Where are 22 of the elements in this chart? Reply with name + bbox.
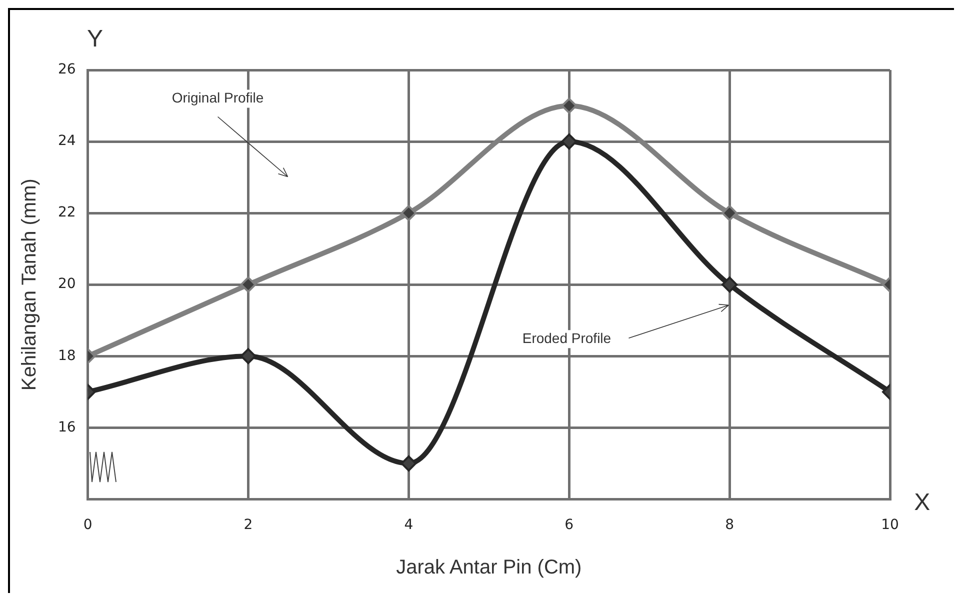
x-tick-label: 6 xyxy=(564,517,574,534)
y-tick-label: 26 xyxy=(58,62,76,78)
y-tick-label: 20 xyxy=(58,276,76,292)
y-tick-label: 18 xyxy=(58,348,76,364)
point xyxy=(561,134,578,150)
x-tick-label: 4 xyxy=(404,517,414,534)
point xyxy=(400,205,417,222)
point xyxy=(561,98,578,114)
y-tick-label: 22 xyxy=(58,204,76,221)
point xyxy=(400,455,417,472)
y-tick-label: 24 xyxy=(58,133,76,150)
x-tick-label: 10 xyxy=(881,517,899,534)
text: Y xyxy=(87,26,104,53)
x-tick-label: 2 xyxy=(244,517,253,534)
y-tick-label: 16 xyxy=(58,419,76,436)
x-tick-label: 8 xyxy=(725,517,734,534)
annotation: Eroded Profile xyxy=(522,330,612,346)
text: X xyxy=(914,489,930,516)
y-axis-title: Kehilangan Tanah (mm) xyxy=(18,178,41,391)
annotation: Original Profile xyxy=(172,90,264,106)
x-tick-label: 0 xyxy=(83,517,92,534)
x-axis-title: Jarak Antar Pin (Cm) xyxy=(396,556,582,579)
